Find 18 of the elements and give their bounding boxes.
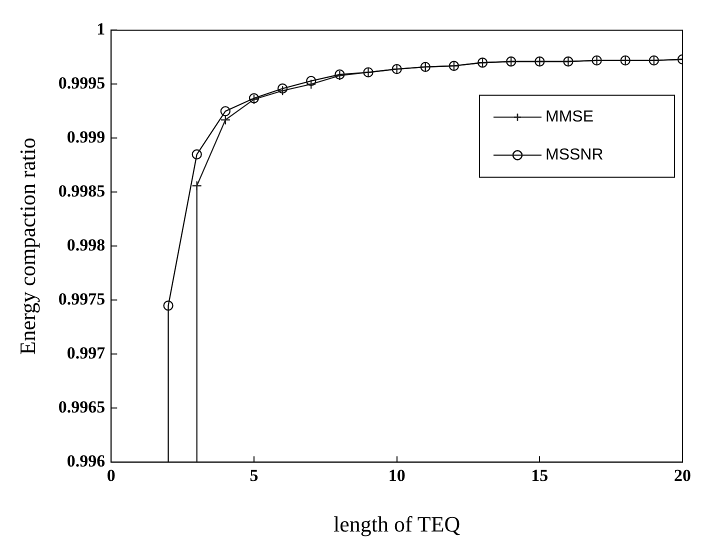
x-tick-label: 15 (531, 466, 548, 485)
y-tick-label: 0.9995 (58, 74, 106, 93)
x-tick-label: 10 (388, 466, 406, 485)
legend-label: MMSE (546, 108, 594, 126)
y-tick-label: 0.998 (66, 236, 106, 255)
y-tick-label: 0.999 (66, 128, 106, 147)
y-tick-label: 0.9985 (58, 182, 106, 201)
legend-label: MSSNR (546, 146, 604, 164)
y-tick-label: 1 (96, 20, 106, 39)
y-tick-label: 0.997 (66, 344, 106, 363)
y-axis-title: Energy compaction ratio (14, 138, 40, 355)
x-tick-label: 5 (250, 466, 258, 485)
x-axis-title: length of TEQ (333, 512, 460, 537)
x-tick-label: 20 (674, 466, 691, 485)
x-tick-label: 0 (106, 466, 116, 485)
y-tick-label: 0.996 (66, 452, 106, 471)
y-tick-label: 0.9965 (58, 398, 106, 417)
y-tick-label: 0.9975 (58, 290, 106, 309)
